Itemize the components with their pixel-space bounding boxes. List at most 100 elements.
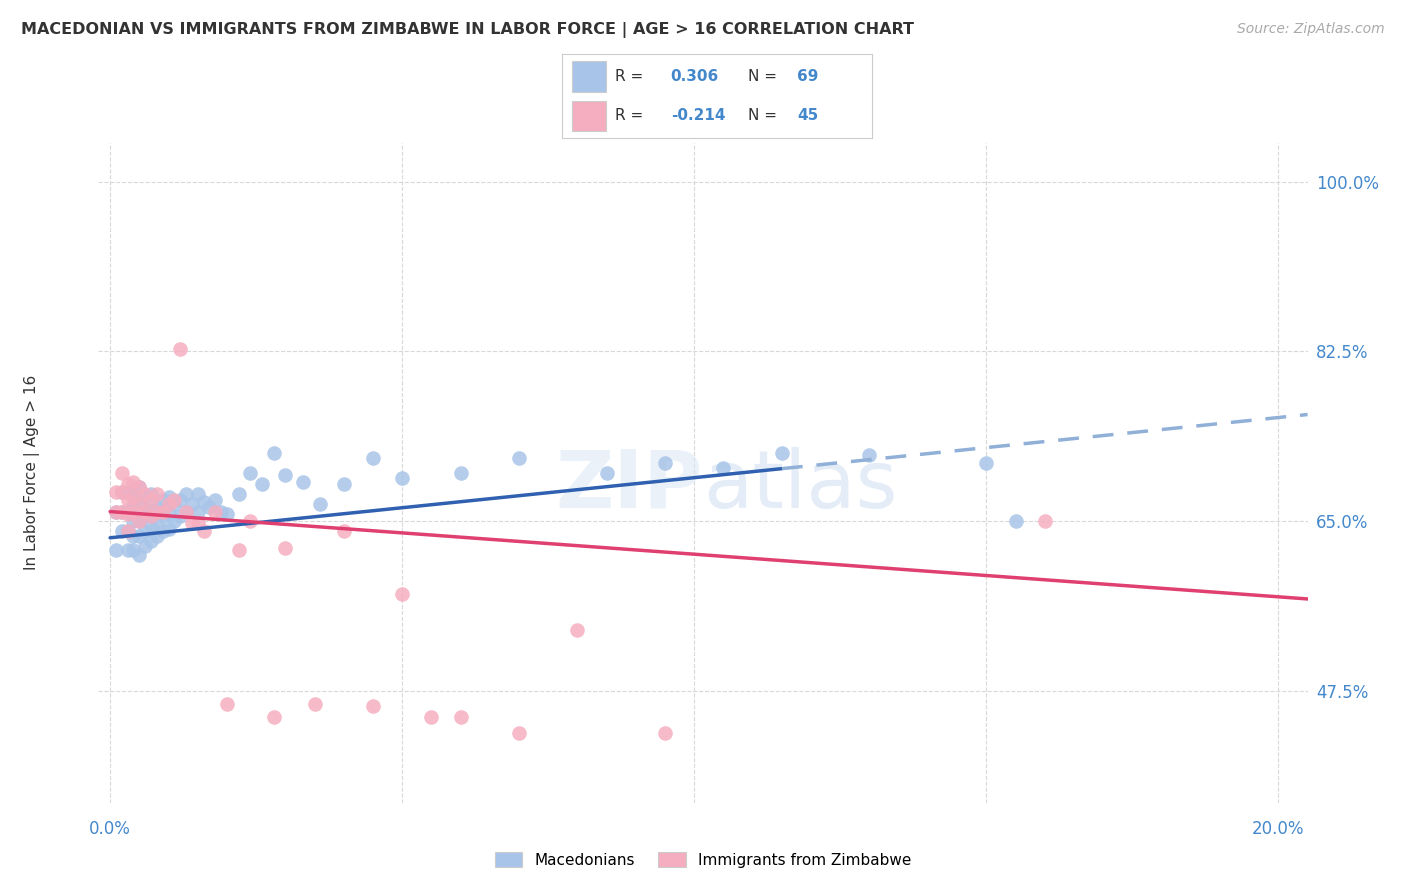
- Point: [420, 710, 443, 724]
- Point: [122, 475, 145, 490]
- Point: [134, 539, 156, 553]
- Point: [204, 505, 226, 519]
- Point: [174, 487, 197, 501]
- Point: [128, 529, 150, 543]
- Point: [193, 524, 215, 538]
- Text: R =: R =: [614, 69, 648, 84]
- Point: [128, 497, 150, 511]
- Point: [228, 487, 250, 501]
- Point: [361, 451, 384, 466]
- Point: [169, 509, 191, 524]
- Point: [104, 505, 127, 519]
- Text: 0.306: 0.306: [671, 69, 718, 84]
- Point: [104, 485, 127, 500]
- Point: [128, 548, 150, 563]
- Point: [274, 541, 297, 556]
- Point: [111, 524, 134, 538]
- Point: [128, 480, 150, 494]
- Point: [134, 524, 156, 538]
- Point: [567, 623, 589, 637]
- Point: [263, 710, 285, 724]
- Point: [361, 698, 384, 713]
- Point: [146, 487, 169, 501]
- Point: [117, 543, 139, 558]
- FancyBboxPatch shape: [572, 101, 606, 131]
- Point: [111, 505, 134, 519]
- Point: [274, 467, 297, 482]
- Text: 0.0%: 0.0%: [89, 821, 131, 838]
- Point: [122, 505, 145, 519]
- Point: [654, 456, 676, 470]
- Point: [391, 587, 413, 601]
- Point: [163, 497, 186, 511]
- Text: 69: 69: [797, 69, 818, 84]
- Point: [117, 524, 139, 538]
- Point: [239, 466, 262, 480]
- Point: [128, 497, 150, 511]
- Point: [169, 342, 191, 356]
- Text: MACEDONIAN VS IMMIGRANTS FROM ZIMBABWE IN LABOR FORCE | AGE > 16 CORRELATION CHA: MACEDONIAN VS IMMIGRANTS FROM ZIMBABWE I…: [21, 22, 914, 38]
- Point: [139, 487, 162, 501]
- Point: [128, 514, 150, 528]
- Point: [291, 475, 314, 490]
- Point: [134, 505, 156, 519]
- Point: [139, 509, 162, 524]
- Point: [858, 448, 880, 462]
- Text: -0.214: -0.214: [671, 108, 725, 123]
- Text: Source: ZipAtlas.com: Source: ZipAtlas.com: [1237, 22, 1385, 37]
- Point: [111, 466, 134, 480]
- Point: [146, 529, 169, 543]
- Point: [304, 697, 326, 711]
- Point: [111, 485, 134, 500]
- Point: [134, 487, 156, 501]
- Point: [104, 543, 127, 558]
- Point: [152, 509, 174, 524]
- Point: [139, 492, 162, 507]
- Point: [117, 477, 139, 491]
- Text: 45: 45: [797, 108, 818, 123]
- Point: [139, 533, 162, 548]
- Point: [122, 485, 145, 500]
- Point: [122, 490, 145, 504]
- Point: [139, 519, 162, 533]
- Point: [187, 487, 209, 501]
- Point: [146, 505, 169, 519]
- Point: [180, 497, 202, 511]
- Point: [174, 505, 197, 519]
- Point: [250, 477, 273, 491]
- Point: [1033, 514, 1056, 528]
- Text: R =: R =: [614, 108, 648, 123]
- Text: N =: N =: [748, 69, 782, 84]
- Point: [134, 507, 156, 521]
- Point: [508, 451, 530, 466]
- Point: [152, 505, 174, 519]
- Point: [595, 466, 617, 480]
- Point: [770, 446, 793, 460]
- Point: [215, 507, 238, 521]
- Point: [163, 492, 186, 507]
- Point: [104, 505, 127, 519]
- Point: [239, 514, 262, 528]
- Point: [122, 543, 145, 558]
- Point: [157, 497, 180, 511]
- Text: 20.0%: 20.0%: [1253, 821, 1305, 838]
- Text: atlas: atlas: [703, 447, 897, 525]
- Point: [450, 710, 472, 724]
- Point: [122, 529, 145, 543]
- Point: [391, 470, 413, 484]
- Point: [713, 461, 735, 475]
- Point: [157, 522, 180, 536]
- Point: [193, 495, 215, 509]
- Point: [169, 492, 191, 507]
- Point: [174, 505, 197, 519]
- Point: [111, 485, 134, 500]
- Point: [332, 524, 354, 538]
- Point: [204, 492, 226, 507]
- Point: [1004, 514, 1026, 528]
- Point: [974, 456, 997, 470]
- Point: [152, 492, 174, 507]
- Point: [117, 507, 139, 521]
- Point: [152, 524, 174, 538]
- Point: [180, 516, 202, 531]
- Point: [117, 485, 139, 500]
